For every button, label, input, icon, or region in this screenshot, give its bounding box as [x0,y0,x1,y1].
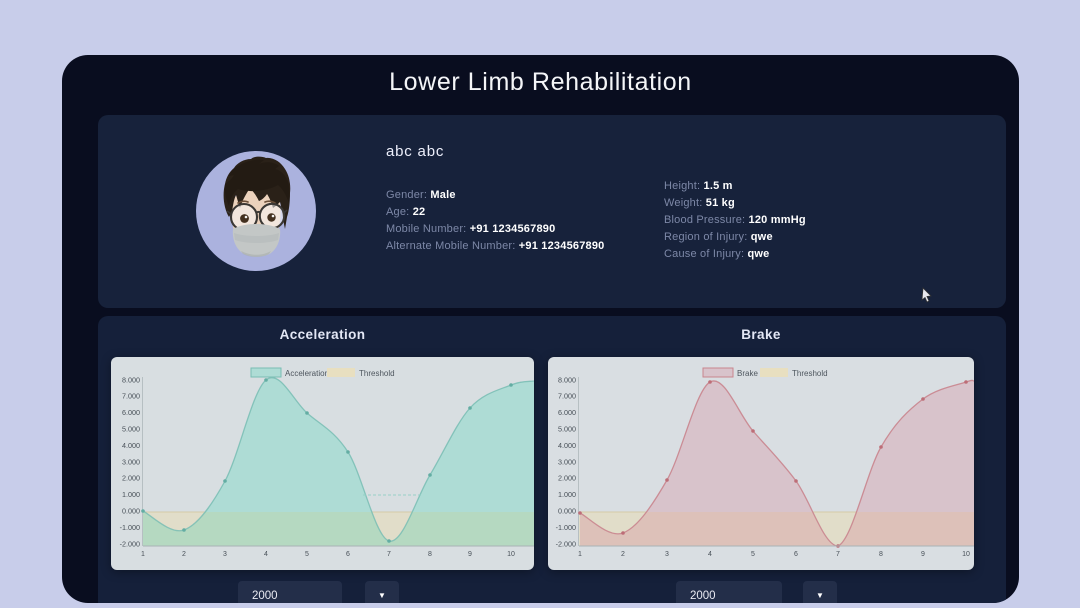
svg-text:Acceleration: Acceleration [285,369,329,378]
svg-text:9: 9 [921,551,925,558]
svg-text:7: 7 [836,551,840,558]
svg-text:6.000: 6.000 [122,408,140,417]
svg-text:-2.000: -2.000 [556,539,576,548]
svg-text:1: 1 [141,551,145,558]
svg-text:1: 1 [578,551,582,558]
svg-text:6.000: 6.000 [558,408,576,417]
svg-text:Threshold: Threshold [359,369,395,378]
svg-text:8: 8 [879,551,883,558]
svg-text:3: 3 [665,551,669,558]
svg-text:4.000: 4.000 [558,441,576,450]
svg-text:-1.000: -1.000 [120,523,140,532]
svg-text:4.000: 4.000 [122,441,140,450]
svg-text:10: 10 [507,551,515,558]
svg-text:4: 4 [264,551,268,558]
svg-text:7.000: 7.000 [558,392,576,401]
svg-text:-2.000: -2.000 [120,539,140,548]
svg-text:3: 3 [223,551,227,558]
svg-text:2: 2 [621,551,625,558]
svg-text:2.000: 2.000 [558,474,576,483]
svg-text:9: 9 [468,551,472,558]
svg-text:5: 5 [751,551,755,558]
svg-text:8: 8 [428,551,432,558]
svg-text:0.000: 0.000 [122,507,140,516]
svg-text:4: 4 [708,551,712,558]
svg-text:7.000: 7.000 [122,392,140,401]
svg-text:10: 10 [962,551,970,558]
svg-text:5.000: 5.000 [558,425,576,434]
svg-text:8.000: 8.000 [122,375,140,384]
svg-text:1.000: 1.000 [122,490,140,499]
svg-text:-1.000: -1.000 [556,523,576,532]
svg-text:2.000: 2.000 [122,474,140,483]
svg-text:Threshold: Threshold [792,369,828,378]
svg-text:3.000: 3.000 [558,457,576,466]
svg-text:8.000: 8.000 [558,375,576,384]
svg-text:6: 6 [794,551,798,558]
svg-text:Brake: Brake [737,369,758,378]
svg-text:7: 7 [387,551,391,558]
svg-text:1.000: 1.000 [558,490,576,499]
svg-text:5.000: 5.000 [122,425,140,434]
svg-text:3.000: 3.000 [122,457,140,466]
svg-text:2: 2 [182,551,186,558]
svg-text:6: 6 [346,551,350,558]
svg-text:0.000: 0.000 [558,507,576,516]
svg-text:5: 5 [305,551,309,558]
